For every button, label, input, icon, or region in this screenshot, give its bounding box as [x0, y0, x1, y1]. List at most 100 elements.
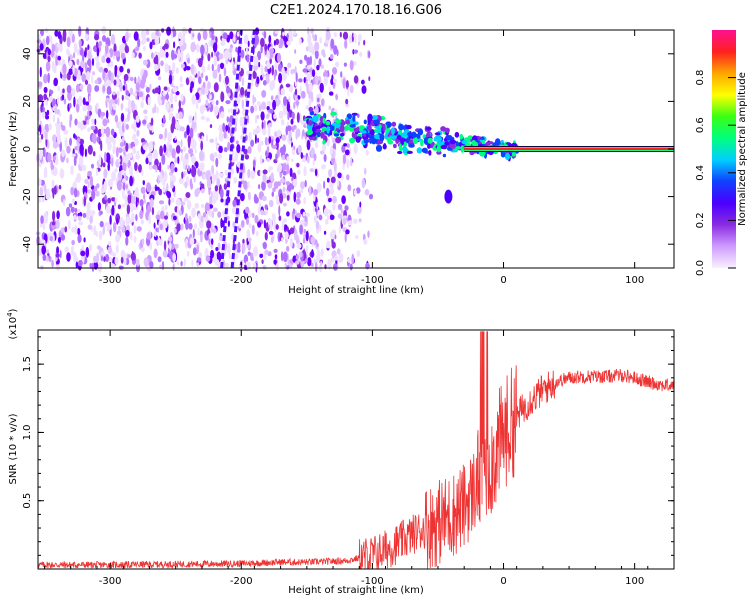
noise-blob	[113, 79, 117, 86]
noise-blob	[59, 141, 62, 153]
noise-blob	[266, 157, 270, 162]
noise-blob	[88, 95, 91, 103]
noise-blob	[114, 168, 118, 173]
noise-blob	[87, 181, 90, 189]
noise-blob	[54, 30, 59, 37]
noise-blob	[197, 257, 202, 263]
noise-blob	[253, 55, 259, 66]
noise-blob	[40, 104, 43, 113]
noise-blob	[168, 112, 172, 121]
noise-blob	[234, 120, 237, 128]
noise-blob	[330, 176, 336, 184]
noise-blob	[347, 258, 352, 263]
noise-blob	[140, 186, 146, 194]
noise-blob	[247, 40, 250, 47]
noise-blob	[148, 213, 152, 225]
noise-blob	[282, 31, 285, 37]
noise-blob	[205, 75, 209, 82]
noise-blob	[52, 134, 57, 143]
noise-blob	[137, 38, 141, 48]
noise-blob	[58, 184, 62, 190]
noise-blob	[119, 142, 125, 147]
noise-blob	[328, 105, 332, 111]
noise-blob	[117, 96, 120, 106]
noise-blob	[157, 227, 160, 233]
noise-blob	[83, 237, 86, 243]
noise-blob	[73, 155, 77, 167]
noise-blob	[78, 25, 82, 37]
noise-blob	[191, 166, 197, 178]
noise-blob	[105, 152, 111, 163]
noise-blob	[268, 199, 274, 208]
noise-blob	[146, 30, 150, 35]
noise-blob	[266, 106, 270, 111]
noise-blob	[214, 185, 219, 192]
noise-blob	[102, 70, 106, 80]
noise-blob	[266, 100, 272, 106]
noise-blob	[357, 41, 361, 46]
noise-blob	[284, 262, 287, 268]
colorbar: 0.0 0.2 0.4 0.6 0.8 Normalized spectral ampl…	[695, 30, 748, 276]
noise-blob	[342, 31, 349, 40]
noise-blob	[85, 186, 88, 194]
noise-blob	[218, 53, 224, 60]
noise-blob	[104, 151, 107, 163]
noise-blob	[39, 66, 42, 78]
noise-blob	[253, 193, 258, 204]
noise-blob	[171, 116, 176, 128]
noise-blob	[225, 262, 229, 269]
noise-blob	[167, 132, 172, 143]
noise-blob	[313, 58, 316, 69]
noise-blob	[101, 126, 104, 138]
noise-blob	[154, 63, 158, 72]
noise-blob	[51, 43, 56, 52]
noise-blob	[276, 129, 282, 137]
noise-blob	[361, 79, 365, 85]
noise-blob	[172, 253, 177, 262]
signal-blob	[320, 132, 324, 139]
noise-blob	[142, 144, 148, 151]
noise-blob	[237, 248, 241, 253]
noise-blob	[277, 99, 281, 105]
signal-blob	[436, 150, 442, 155]
noise-blob	[219, 235, 223, 242]
noise-blob	[180, 94, 184, 102]
noise-blob	[76, 208, 81, 214]
noise-blob	[314, 49, 319, 60]
noise-blob	[210, 244, 213, 250]
noise-blob	[63, 198, 66, 207]
noise-blob	[311, 69, 316, 77]
noise-blob	[191, 207, 196, 218]
noise-blob	[209, 94, 212, 100]
noise-blob	[282, 186, 286, 193]
noise-blob	[134, 76, 137, 85]
noise-blob	[174, 94, 178, 103]
noise-blob	[291, 125, 295, 133]
noise-blob	[359, 201, 362, 208]
noise-blob	[148, 155, 153, 163]
y-tick-label: 1.0	[22, 424, 33, 440]
noise-blob	[135, 46, 140, 52]
noise-blob	[334, 255, 339, 261]
signal-blob	[329, 124, 335, 132]
noise-blob	[131, 195, 137, 204]
noise-blob	[68, 28, 73, 39]
signal-blob	[333, 133, 340, 137]
noise-blob	[76, 48, 81, 56]
noise-blob	[99, 210, 103, 215]
noise-blob	[177, 156, 180, 165]
noise-blob	[157, 256, 162, 263]
noise-blob	[307, 33, 312, 45]
noise-blob	[142, 45, 146, 51]
noise-blob	[151, 186, 155, 192]
noise-blob	[75, 83, 80, 93]
noise-blob	[61, 149, 66, 158]
noise-blob	[268, 166, 274, 171]
noise-blob	[162, 114, 166, 124]
noise-blob	[101, 255, 103, 262]
noise-blob	[307, 27, 310, 36]
noise-blob	[142, 59, 148, 66]
noise-blob	[240, 193, 245, 202]
noise-blob	[49, 95, 53, 103]
noise-blob	[68, 203, 73, 208]
